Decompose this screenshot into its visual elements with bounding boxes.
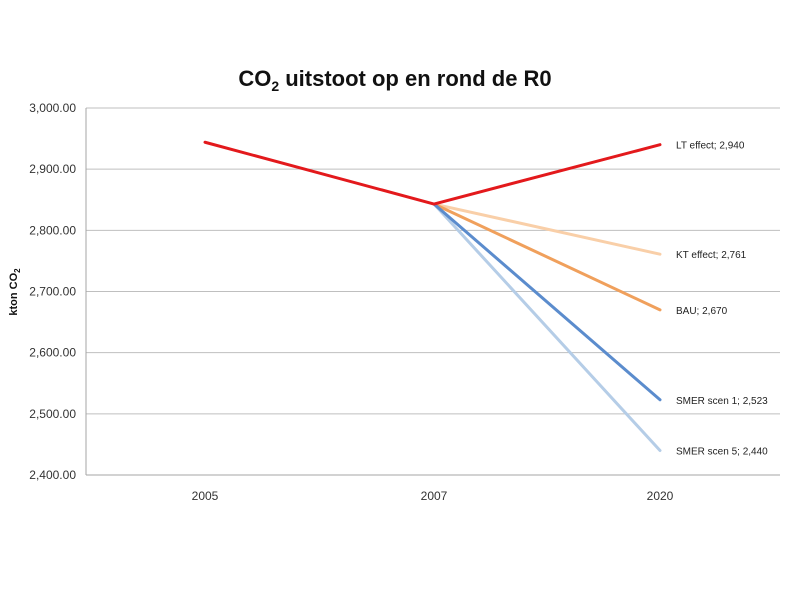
data-label: LT effect; 2,940 xyxy=(676,141,745,152)
series-line xyxy=(434,204,660,310)
data-labels: LT effect; 2,940 KT effect; 2,761 BAU; 2,6… xyxy=(676,141,768,458)
co2-line-chart: CO2 uitstoot op en rond de R0 kton CO2 2… xyxy=(0,0,800,600)
chart-title: CO2 uitstoot op en rond de R0 xyxy=(238,66,551,94)
series-line xyxy=(434,204,660,254)
x-tick-label: 2007 xyxy=(421,489,448,503)
data-label: KT effect; 2,761 xyxy=(676,250,747,261)
y-tick-label: 2,500.00 xyxy=(29,407,76,421)
data-label: BAU; 2,670 xyxy=(676,306,728,317)
series-line xyxy=(434,204,660,400)
y-tick-label: 2,600.00 xyxy=(29,346,76,360)
y-tick-label: 2,900.00 xyxy=(29,162,76,176)
y-tick-label: 2,400.00 xyxy=(29,468,76,482)
x-tick-labels: 2005 2007 2020 xyxy=(192,489,674,503)
y-axis-label-subscript: 2 xyxy=(13,268,22,273)
y-axis-label: kton CO2 xyxy=(8,268,22,316)
y-tick-labels: 2,400.00 2,500.00 2,600.00 2,700.00 2,800.00… xyxy=(29,101,76,482)
data-label: SMER scen 1; 2,523 xyxy=(676,396,768,407)
y-axis-label-main: kton CO xyxy=(8,272,20,315)
x-tick-label: 2020 xyxy=(647,489,674,503)
chart-title-subscript: 2 xyxy=(271,78,279,94)
chart-title-main: CO xyxy=(238,66,271,91)
y-tick-label: 2,700.00 xyxy=(29,285,76,299)
y-tick-label: 2,800.00 xyxy=(29,223,76,237)
series-lines xyxy=(205,142,660,450)
x-tick-label: 2005 xyxy=(192,489,219,503)
data-label: SMER scen 5; 2,440 xyxy=(676,447,768,458)
y-tick-label: 3,000.00 xyxy=(29,101,76,115)
chart-title-rest: uitstoot op en rond de R0 xyxy=(279,66,552,91)
series-line xyxy=(205,142,660,204)
